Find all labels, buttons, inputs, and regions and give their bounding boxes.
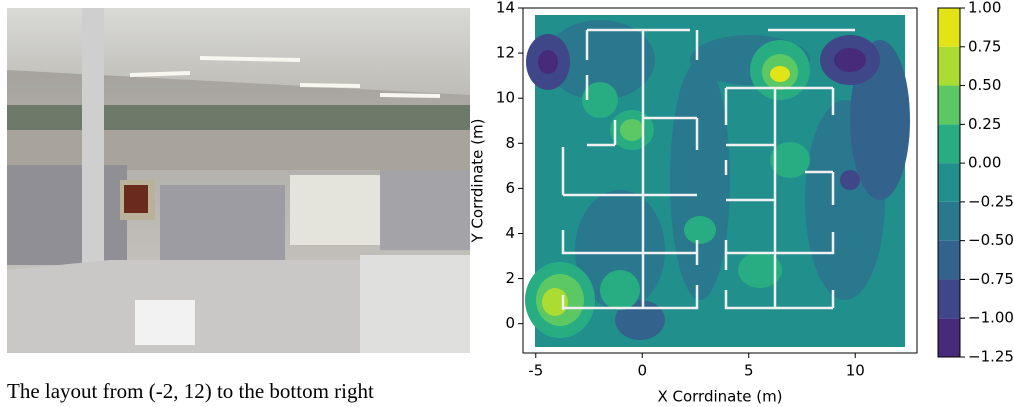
colorbar-band	[938, 318, 960, 357]
colorbar-band	[938, 47, 960, 86]
colorbar-band	[938, 124, 960, 163]
figure: The layout from (-2, 12) to the bottom r…	[0, 0, 1014, 407]
y-tick-label: 8	[505, 134, 515, 152]
colorbar-tick-label: −0.75	[968, 270, 1014, 288]
caption: The layout from (-2, 12) to the bottom r…	[7, 379, 374, 403]
x-tick-label: -5	[528, 362, 543, 380]
contour-level	[538, 50, 558, 74]
contour-level	[600, 270, 640, 310]
colorbar-tick-label: 0.75	[968, 37, 1001, 55]
y-tick-label: 4	[505, 224, 515, 242]
x-tick-label: 0	[637, 362, 647, 380]
y-tick-label: 10	[496, 89, 515, 107]
contour-level	[670, 60, 730, 300]
colorbar-band	[938, 8, 960, 47]
colorbar-tick-label: 0.50	[968, 76, 1001, 94]
y-tick-label: 12	[496, 44, 515, 62]
colorbar-band	[938, 202, 960, 241]
colorbar-band	[938, 86, 960, 125]
colorbar-tick-label: −0.25	[968, 192, 1014, 210]
contour-level	[770, 66, 790, 82]
contour-field	[525, 15, 910, 347]
x-tick-label: 5	[744, 362, 754, 380]
page: {"caption": "The layout from (-2, 12) to…	[0, 0, 1014, 407]
colorbar-band	[938, 279, 960, 318]
y-axis-label: Y Corrdinate (m)	[469, 119, 487, 244]
colorbar-tick-label: 1.00	[968, 0, 1001, 17]
colorbar-tick-label: −1.25	[968, 348, 1014, 366]
y-tick-label: 6	[505, 179, 515, 197]
colorbar-tick-label: −1.00	[968, 309, 1014, 327]
contour-level	[620, 119, 644, 141]
contour-level	[684, 216, 716, 244]
x-tick-label: 10	[846, 362, 865, 380]
colorbar-band	[938, 241, 960, 280]
y-tick-label: 0	[505, 314, 515, 332]
x-axis-label: X Corrdinate (m)	[657, 388, 782, 406]
y-tick-label: 14	[496, 0, 515, 17]
colorbar-tick-label: 0.00	[968, 154, 1001, 172]
contour-level	[840, 170, 860, 190]
office-photo	[7, 8, 470, 353]
contour-level	[834, 48, 866, 72]
colorbar-band	[938, 163, 960, 202]
colorbar-tick-label: 0.25	[968, 115, 1001, 133]
colorbar-tick-label: −0.50	[968, 231, 1014, 249]
y-tick-label: 2	[505, 269, 515, 287]
